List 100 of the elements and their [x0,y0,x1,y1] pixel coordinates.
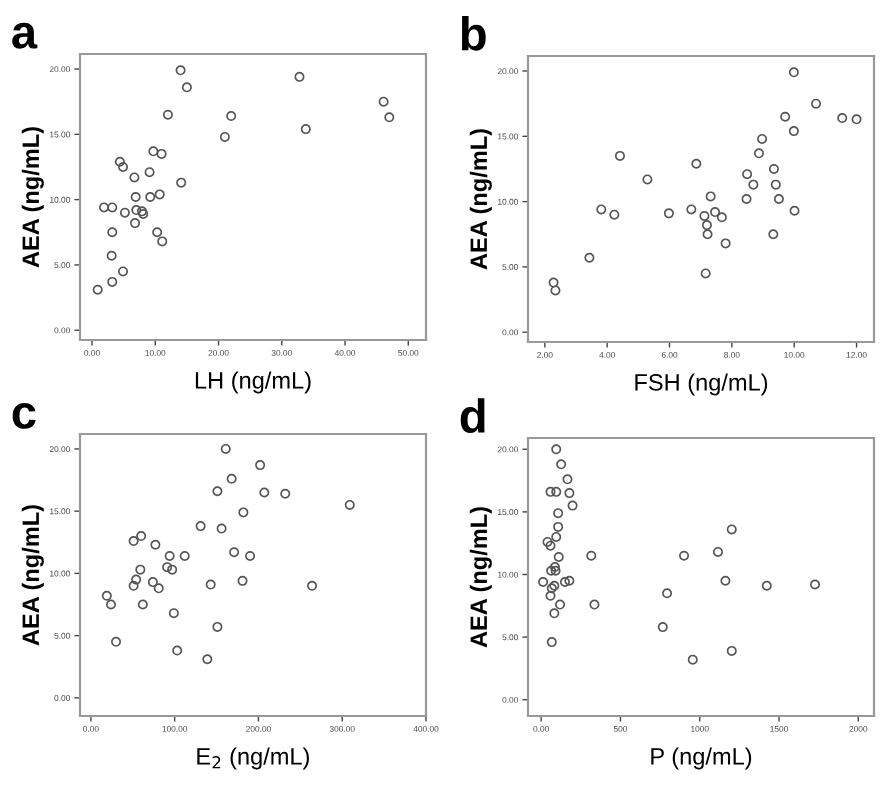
point [589,599,600,610]
point [162,109,173,120]
point [657,622,668,633]
y-axis-title: AEA (ng/mL) [469,129,492,270]
point [212,621,223,632]
point [614,150,625,161]
point [564,575,575,586]
point [107,202,118,213]
point [556,459,567,470]
x-axis-title: LH (ng/mL) [195,371,311,394]
point [549,608,560,619]
point [172,645,183,656]
point [584,252,595,263]
point [106,250,117,261]
point [164,550,175,561]
point [545,486,556,497]
point [105,599,116,610]
point [167,564,178,575]
point [259,487,270,498]
point [294,71,305,82]
point [720,575,731,586]
point [107,227,118,238]
point [609,209,620,220]
point [596,204,607,215]
point [701,220,712,231]
point [130,218,141,229]
point [642,174,653,185]
point [788,67,799,78]
point [344,499,355,510]
point [768,163,779,174]
point [811,98,822,109]
point [761,580,772,591]
point [716,212,727,223]
point [851,114,862,125]
point [726,524,737,535]
point [542,536,553,547]
chart-title: c [12,402,36,429]
point [564,488,575,499]
point [237,575,248,586]
point [280,488,291,499]
chart-title: a [12,22,38,49]
point [712,546,723,557]
point [148,146,159,157]
point [837,113,848,124]
point [255,460,266,471]
point [131,205,142,216]
point [549,561,560,572]
point [152,227,163,238]
point [545,540,556,551]
x-axis-title: FSH (ng/mL) [635,373,768,396]
point [788,126,799,137]
point [662,588,673,599]
point [300,124,311,135]
point [551,444,562,455]
point [550,565,561,576]
point [548,277,559,288]
point [550,285,561,296]
point [663,208,674,219]
point [129,172,140,183]
point [753,148,764,159]
point [229,547,240,558]
point [702,229,713,240]
point [679,550,690,561]
point [220,443,231,454]
point [545,590,556,601]
point [92,284,103,295]
point [555,599,566,610]
point [137,599,148,610]
y-axis-title: AEA (ng/mL) [21,127,44,268]
point [118,161,129,172]
point [136,531,147,542]
point [145,191,156,203]
point [551,531,562,542]
point [757,133,768,144]
point [179,550,190,561]
point [118,266,129,277]
x-axis-title: P (ng/mL) [651,747,752,770]
point [553,508,564,519]
point [687,654,698,665]
point [135,564,146,575]
point [205,579,216,590]
point [384,112,395,123]
point [720,238,731,249]
point [154,189,165,200]
point [245,550,256,561]
point [686,204,697,215]
point [741,193,752,205]
point [168,608,179,619]
chart-title: b [461,16,486,51]
point [157,236,168,247]
point [773,193,784,205]
point [705,191,716,202]
point [156,148,167,159]
point [111,636,122,647]
point [742,169,753,180]
point [119,207,130,218]
point [538,577,549,588]
point [153,583,164,594]
point [144,167,155,178]
y-axis-title: AEA (ng/mL) [469,507,492,648]
